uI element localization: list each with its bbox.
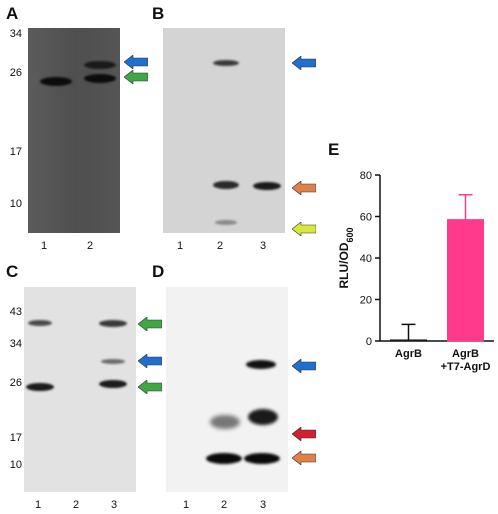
band xyxy=(206,453,242,464)
band xyxy=(246,360,276,369)
y-tick-label: 40 xyxy=(360,253,372,265)
orange-arrow-icon xyxy=(292,181,316,195)
bar-0 xyxy=(390,339,427,342)
band xyxy=(28,320,52,326)
y-tick-label: 20 xyxy=(360,295,372,307)
band xyxy=(84,74,116,83)
blot-b xyxy=(163,28,285,233)
blot-c xyxy=(24,287,136,492)
red-arrow-icon xyxy=(292,427,316,441)
blue-arrow-icon xyxy=(138,354,162,368)
bar-1 xyxy=(447,219,484,342)
band xyxy=(99,320,127,327)
mw-marker-34: 34 xyxy=(9,338,22,350)
y-tick-label: 80 xyxy=(360,170,372,182)
mw-marker-26: 26 xyxy=(9,67,22,79)
mw-marker-10: 10 xyxy=(9,459,22,471)
panel-letter-e: E xyxy=(328,140,340,159)
lane-label-1: 1 xyxy=(40,240,48,252)
green-arrow-icon xyxy=(138,380,162,394)
band xyxy=(213,60,239,66)
panel-letter-c: C xyxy=(6,262,19,281)
lane-label-1: 1 xyxy=(182,499,190,511)
mw-marker-17: 17 xyxy=(9,146,22,158)
band xyxy=(244,453,280,464)
lane-label-1: 1 xyxy=(176,240,184,252)
x-tick-label: AgrB +T7-AgrD xyxy=(441,348,491,373)
lane-label-1: 1 xyxy=(34,499,42,511)
y-axis-label: RLU/OD600 xyxy=(337,227,355,288)
panel-letter-b: B xyxy=(152,4,165,23)
mw-marker-10: 10 xyxy=(9,198,22,210)
mw-marker-26: 26 xyxy=(9,377,22,389)
band xyxy=(84,61,116,69)
lane-label-2: 2 xyxy=(72,499,80,511)
panel-letter-a: A xyxy=(6,4,19,23)
band xyxy=(213,181,239,189)
band xyxy=(210,415,240,429)
panel-letter-d: D xyxy=(152,262,165,281)
green-arrow-icon xyxy=(138,317,162,331)
band xyxy=(101,359,125,364)
band xyxy=(215,220,237,225)
band xyxy=(253,182,281,190)
bar-chart-e: 0 20 40 60 80 RLU/OD600 AgrB AgrB +T7-AgrD xyxy=(337,170,494,373)
lane-label-2: 2 xyxy=(86,240,94,252)
lane-label-2: 2 xyxy=(220,499,228,511)
blot-a xyxy=(28,28,120,233)
yellow-arrow-icon xyxy=(292,222,316,236)
mw-marker-17: 17 xyxy=(9,432,22,444)
band xyxy=(99,380,127,388)
mw-marker-34: 34 xyxy=(9,28,22,40)
y-tick-label: 60 xyxy=(360,212,372,224)
band xyxy=(248,409,278,425)
lane-label-2: 2 xyxy=(216,240,224,252)
x-tick-label: AgrB xyxy=(395,348,422,360)
blue-arrow-icon xyxy=(124,55,148,69)
lane-label-3: 3 xyxy=(110,499,118,511)
green-arrow-icon xyxy=(124,70,148,84)
band xyxy=(40,77,72,86)
band xyxy=(26,383,54,391)
orange-arrow-icon xyxy=(292,451,316,465)
mw-marker-43: 43 xyxy=(9,306,22,318)
y-tick-label: 0 xyxy=(366,336,372,348)
blot-d xyxy=(166,287,288,492)
lane-label-3: 3 xyxy=(259,499,267,511)
blue-arrow-icon xyxy=(292,359,316,373)
blue-arrow-icon xyxy=(292,56,316,70)
lane-label-3: 3 xyxy=(259,240,267,252)
